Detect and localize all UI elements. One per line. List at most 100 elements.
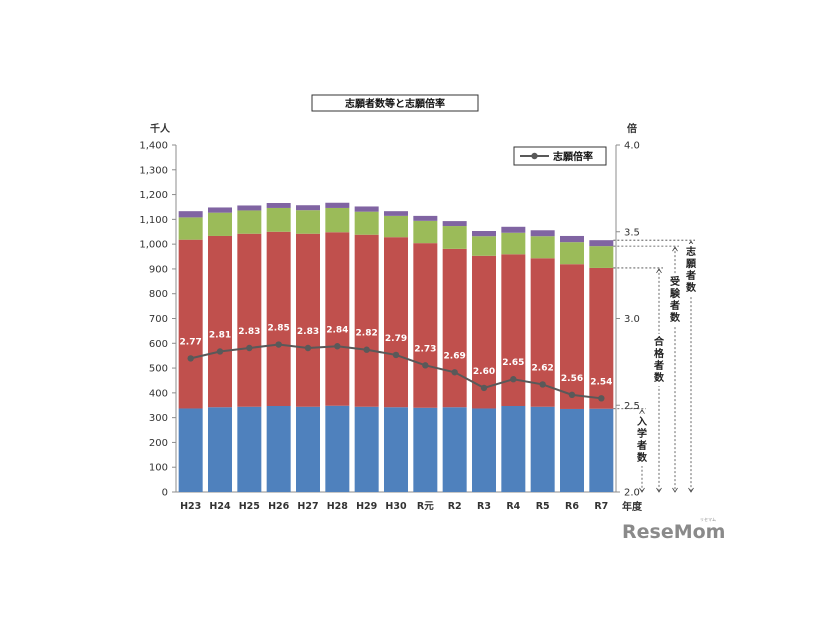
ratio-point [422,362,429,369]
bar-segment [589,240,614,247]
bar-segment [178,211,203,218]
ratio-data-label: 2.54 [590,377,612,387]
ratio-data-label: 2.83 [238,327,260,337]
bracket-arrow-bottom [639,487,645,493]
bar-segment [530,406,555,492]
bracket-label-bg [669,274,681,326]
bar-segment [501,232,526,255]
bar-segment [589,246,614,268]
x-tick-label: H30 [385,501,407,512]
bracket-label-bg [653,334,665,386]
ratio-data-label: 2.73 [414,344,436,354]
x-tick-label: R6 [565,501,579,512]
ratio-data-label: 2.60 [473,367,495,377]
bar-segment [589,267,614,409]
legend-marker [531,152,538,160]
left-tick-label: 800 [149,289,168,300]
ratio-point [363,346,370,353]
bar-segment [325,207,350,233]
bar-segment [442,221,467,227]
bracket-arrow-top [672,246,678,252]
ratio-point [568,391,576,399]
bracket-label: 受験者数 [669,275,681,324]
left-tick-label: 200 [149,438,168,449]
bar-segment [501,254,526,406]
x-tick-label: R4 [506,501,520,512]
bracket-arrow-top [656,268,662,274]
bar-segment [266,207,291,232]
bar-segment [296,233,320,407]
bar-segment [501,226,526,233]
bar-segment [178,217,203,240]
left-tick-label: 600 [149,339,168,350]
bracket-arrow-bottom [672,487,678,493]
ratio-point [216,348,224,355]
bar-segment [413,243,438,408]
bar-segment [530,236,555,259]
bar-segment [472,236,496,256]
bar-segment [413,220,438,244]
left-tick-label: 1,200 [139,190,168,201]
left-tick-label: 100 [149,463,168,474]
bar-segment [325,202,350,208]
ratio-point [598,395,605,402]
bracket-label-bg [636,414,648,466]
chart-title-box [311,94,479,112]
legend-entry: 志願倍率 [553,150,593,163]
ratio-point [246,344,253,352]
bar-segment [413,215,438,221]
x-tick-label: R5 [536,501,550,512]
watermark-logo: ReseMom [622,521,725,543]
ratio-data-label: 2.62 [532,363,554,373]
bar-segment [560,235,584,243]
ratio-point [334,343,341,350]
bar-segment [354,206,379,212]
bar-segment [354,234,379,407]
bar-segment [560,408,584,492]
bar-segment [560,242,584,265]
x-tick-label: H23 [180,501,201,512]
x-tick-label: R7 [594,501,608,512]
right-tick-label: 2.0 [624,488,640,499]
right-tick-label: 3.5 [624,227,640,238]
legend-box [513,146,607,166]
bar-segment [178,239,203,409]
bracket-label: 志願者数 [685,245,697,294]
right-tick-label: 4.0 [624,141,640,152]
ratio-data-label: 2.56 [561,374,583,384]
bar-segment [354,406,379,492]
bracket-arrow-top [639,408,645,414]
bracket-label: 合格者数 [653,335,665,384]
bar-segment [325,232,350,406]
x-tick-label: R2 [448,501,462,512]
ratio-data-label: 2.79 [385,334,407,344]
left-tick-label: 900 [149,264,168,275]
bracket-arrow-top [688,240,694,246]
ratio-point [187,355,194,362]
left-axis-unit: 千人 [150,122,171,135]
bar-segment [472,408,496,492]
x-tick-label: R元 [417,501,434,512]
x-tick-label: H29 [356,501,377,512]
bar-segment [530,230,555,237]
bar-segment [208,235,232,408]
right-axis-unit: 倍 [627,122,637,135]
bar-segment [266,405,291,492]
left-tick-label: 0 [162,488,168,499]
x-axis-label: 年度 [622,500,643,513]
bar-segment [237,406,262,492]
left-tick-label: 1,100 [139,215,168,226]
ratio-point [539,381,546,388]
bar-segment [266,231,291,406]
ratio-data-label: 2.83 [297,327,319,337]
chart-title: 志願者数等と志願倍率 [345,97,445,110]
left-tick-label: 400 [149,388,168,399]
left-tick-label: 700 [149,314,168,325]
bar-segment [208,212,232,236]
bar-segment [442,407,467,492]
bar-segment [325,405,350,492]
ratio-data-label: 2.69 [444,351,466,361]
x-tick-label: H27 [297,501,318,512]
left-tick-label: 300 [149,413,168,424]
